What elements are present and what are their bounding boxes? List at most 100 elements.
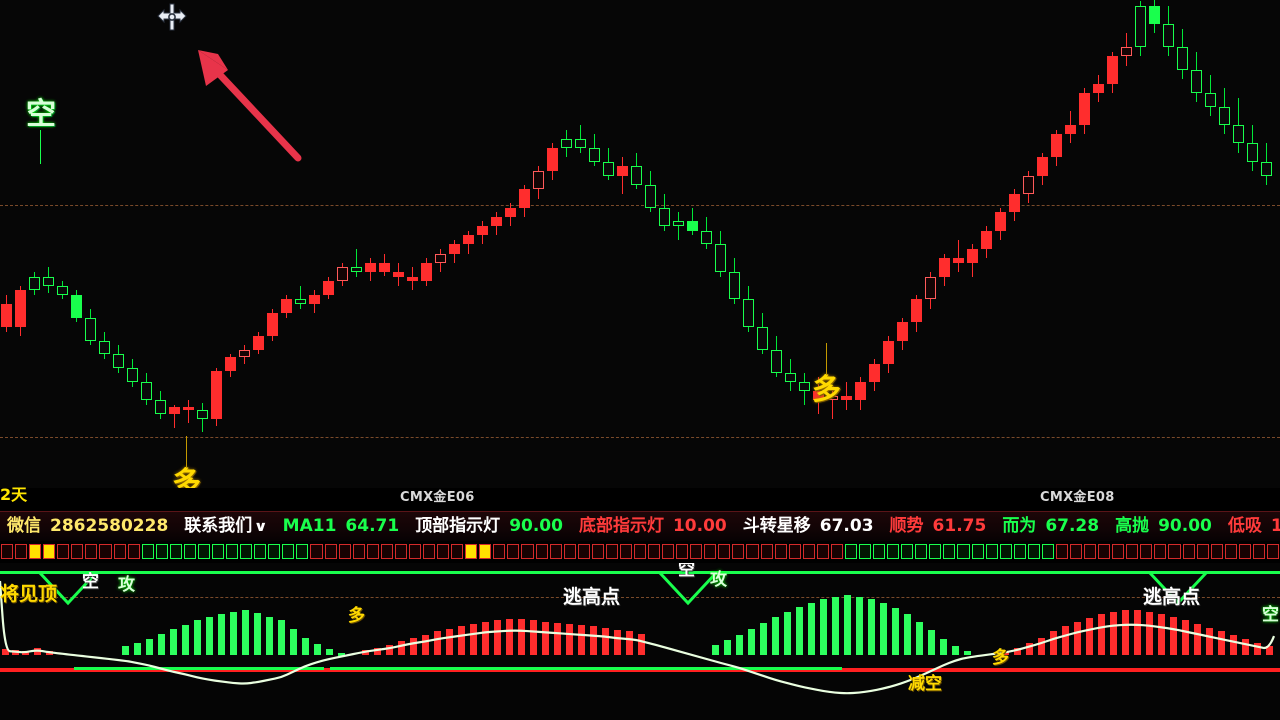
signal-box[interactable]	[1168, 544, 1181, 559]
signal-box[interactable]	[648, 544, 661, 559]
signal-box[interactable]	[1238, 544, 1251, 559]
signal-box[interactable]	[282, 544, 295, 559]
signal-box[interactable]	[99, 544, 112, 559]
signal-box[interactable]	[1027, 544, 1040, 559]
signal-box[interactable]	[507, 544, 520, 559]
signal-box[interactable]	[366, 544, 379, 559]
signal-box[interactable]	[1013, 544, 1026, 559]
signal-box[interactable]	[1070, 544, 1083, 559]
signal-box[interactable]	[760, 544, 773, 559]
signal-box[interactable]	[1041, 544, 1054, 559]
signal-box[interactable]	[296, 544, 309, 559]
signal-box[interactable]	[380, 544, 393, 559]
signal-box[interactable]	[310, 544, 323, 559]
signal-box[interactable]	[1154, 544, 1167, 559]
signal-box[interactable]	[422, 544, 436, 559]
signal-box[interactable]	[873, 544, 886, 559]
contact-us-button[interactable]: 联系我们	[184, 516, 253, 536]
signal-box[interactable]	[971, 544, 984, 559]
signal-box[interactable]	[493, 544, 506, 559]
signal-box[interactable]	[591, 544, 604, 559]
signal-box[interactable]	[901, 544, 914, 559]
signal-box[interactable]	[1, 544, 14, 559]
signal-box[interactable]	[1182, 544, 1195, 559]
signal-box[interactable]	[844, 544, 858, 559]
signal-box[interactable]	[113, 544, 126, 559]
signal-box[interactable]	[71, 544, 84, 559]
signal-box[interactable]	[704, 544, 717, 559]
signal-box[interactable]	[352, 544, 365, 559]
candle-body	[1009, 193, 1020, 213]
signal-box[interactable]	[985, 544, 998, 559]
signal-box[interactable]	[338, 544, 351, 559]
chevron-down-icon[interactable]: ∨	[253, 518, 269, 535]
signal-box[interactable]	[465, 544, 478, 559]
signal-box[interactable]	[915, 544, 928, 559]
signal-box[interactable]	[802, 544, 815, 559]
signal-box[interactable]	[718, 544, 731, 559]
signal-box[interactable]	[451, 544, 464, 559]
signal-box[interactable]	[788, 544, 801, 559]
signal-box[interactable]	[605, 544, 618, 559]
signal-box[interactable]	[1140, 544, 1153, 559]
candlestick-chart[interactable]: 空多多	[0, 0, 1280, 488]
signal-box[interactable]	[662, 544, 675, 559]
signal-box[interactable]	[887, 544, 900, 559]
signal-box-strip[interactable]	[0, 541, 1280, 563]
signal-box[interactable]	[746, 544, 759, 559]
signal-box[interactable]	[1266, 544, 1279, 559]
signal-box[interactable]	[957, 544, 970, 559]
signal-box[interactable]	[816, 544, 829, 559]
signal-box[interactable]	[268, 544, 281, 559]
signal-box[interactable]	[1112, 544, 1125, 559]
signal-box[interactable]	[619, 544, 632, 559]
indicator-info-bar[interactable]: 微信 2862580228 联系我们 ∨ MA11 64.71 顶部指示灯 90.00…	[0, 511, 1280, 542]
signal-box[interactable]	[577, 544, 590, 559]
signal-box[interactable]	[999, 544, 1012, 559]
signal-box[interactable]	[29, 544, 42, 559]
signal-box[interactable]	[1084, 544, 1097, 559]
signal-box[interactable]	[324, 544, 337, 559]
signal-box[interactable]	[155, 544, 168, 559]
signal-box[interactable]	[211, 544, 225, 559]
signal-box[interactable]	[830, 544, 843, 559]
signal-box[interactable]	[183, 544, 196, 559]
signal-box[interactable]	[127, 544, 140, 559]
oscillator-bar	[1254, 642, 1261, 655]
signal-box[interactable]	[43, 544, 56, 559]
signal-box[interactable]	[197, 544, 210, 559]
signal-box[interactable]	[633, 544, 647, 559]
signal-box[interactable]	[563, 544, 576, 559]
signal-box[interactable]	[254, 544, 267, 559]
signal-box[interactable]	[1252, 544, 1265, 559]
signal-box[interactable]	[690, 544, 703, 559]
signal-box[interactable]	[549, 544, 562, 559]
signal-box[interactable]	[169, 544, 182, 559]
signal-box[interactable]	[394, 544, 407, 559]
signal-box[interactable]	[1055, 544, 1068, 559]
signal-box[interactable]	[1196, 544, 1209, 559]
signal-box[interactable]	[676, 544, 689, 559]
oscillator-pane[interactable]: 将见顶空攻多逃高点空攻减空多逃高点空	[0, 563, 1280, 720]
signal-box[interactable]	[85, 544, 98, 559]
signal-box[interactable]	[1210, 544, 1223, 559]
candle	[826, 0, 840, 488]
signal-box[interactable]	[1126, 544, 1139, 559]
signal-box[interactable]	[732, 544, 745, 559]
signal-box[interactable]	[437, 544, 450, 559]
signal-box[interactable]	[57, 544, 70, 559]
signal-box[interactable]	[240, 544, 253, 559]
signal-box[interactable]	[774, 544, 787, 559]
signal-box[interactable]	[141, 544, 154, 559]
signal-box[interactable]	[479, 544, 492, 559]
signal-box[interactable]	[1098, 544, 1111, 559]
signal-box[interactable]	[408, 544, 421, 559]
signal-box[interactable]	[535, 544, 548, 559]
signal-box[interactable]	[943, 544, 956, 559]
signal-box[interactable]	[226, 544, 239, 559]
signal-box[interactable]	[929, 544, 942, 559]
signal-box[interactable]	[859, 544, 872, 559]
signal-box[interactable]	[521, 544, 534, 559]
signal-box[interactable]	[15, 544, 28, 559]
signal-box[interactable]	[1224, 544, 1237, 559]
